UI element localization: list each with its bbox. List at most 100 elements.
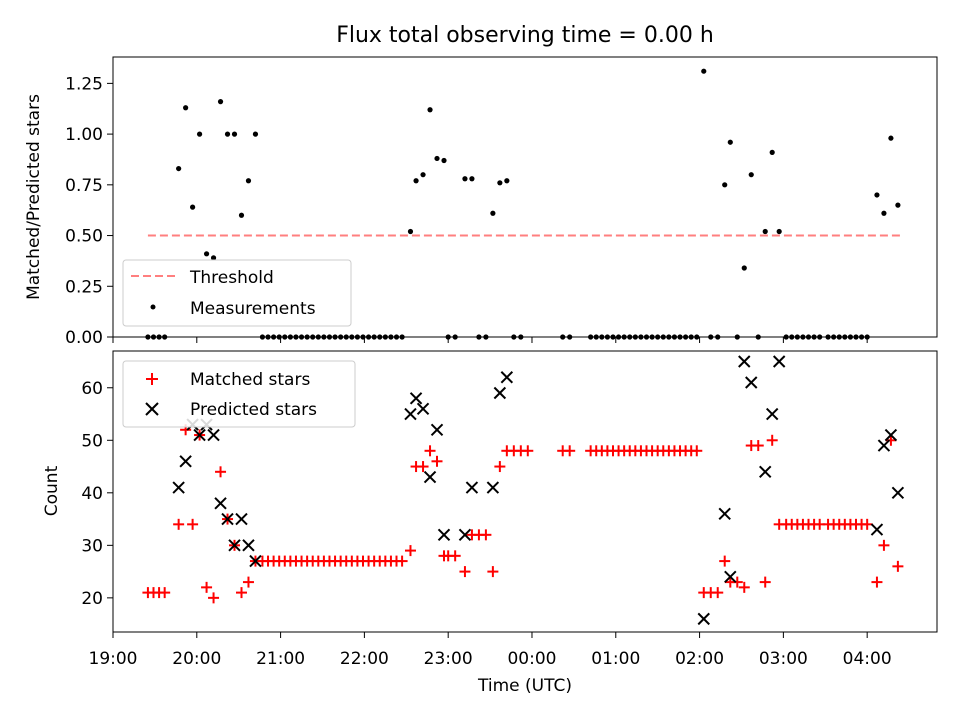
ratio-x-ticks	[112, 337, 868, 343]
matched-star-point	[712, 587, 724, 599]
measurement-point	[741, 265, 747, 271]
predicted-star-point	[416, 402, 430, 415]
matched-star-point	[480, 529, 492, 541]
predicted-star-point	[738, 355, 751, 368]
predicted-star-point	[891, 486, 905, 500]
threshold-legend-label: Threshold	[189, 268, 274, 288]
count-panel: 20 30 40 50 60 19:00 20:00 21:00 22:00 23:00 00:0…	[42, 350, 938, 696]
predicted-cross-b	[724, 570, 737, 584]
predicted-star-point	[437, 528, 451, 542]
predicted-legend-swatch	[145, 402, 159, 416]
ratio-plot-frame	[112, 56, 938, 338]
measurement-point	[407, 228, 414, 235]
count-x-tick-label: 19:00	[89, 649, 138, 669]
measurement-point	[190, 204, 196, 210]
predicted-cross-b	[745, 376, 758, 389]
matched-star-point	[494, 461, 506, 473]
ratio-y-tick-label: 1.25	[65, 74, 103, 94]
measurement-point	[769, 149, 775, 155]
predicted-cross-b	[242, 539, 255, 552]
matched-star-point	[459, 566, 471, 578]
predicted-star-point	[207, 428, 220, 442]
matched-star-point	[201, 581, 213, 593]
predicted-cross-b	[718, 507, 731, 521]
measurement-point	[762, 228, 768, 235]
count-y-tick-label: 20	[81, 589, 103, 609]
predicted-cross-b	[870, 523, 884, 536]
matched-star-point	[417, 461, 429, 473]
measurement-point	[874, 192, 880, 198]
measurement-point	[176, 165, 182, 172]
predicted-cross-b	[884, 428, 898, 442]
predicted-cross-b	[738, 355, 751, 368]
count-plot-marks	[142, 355, 905, 626]
matched-legend-swatch	[146, 373, 158, 385]
predicted-star-point	[228, 539, 241, 552]
ratio-y-tick-label: 1.00	[65, 125, 103, 145]
predicted-cross-b	[765, 407, 779, 421]
count-y-tick-label: 50	[81, 431, 103, 451]
predicted-cross-b	[772, 355, 786, 368]
ratio-y-tick-label: 0.75	[65, 176, 103, 196]
predicted-cross-b	[423, 470, 437, 484]
count-x-tick-label: 21:00	[256, 649, 305, 669]
count-x-ticks: 19:00 20:00 21:00 22:00 23:00 00:00 01:00 02:00…	[89, 632, 892, 669]
measurement-point	[217, 99, 224, 105]
measurement-point	[462, 176, 468, 182]
predicted-cross-b	[214, 497, 227, 510]
predicted-star-point	[877, 439, 891, 452]
predicted-cross-b	[172, 481, 185, 494]
measurement-point	[895, 202, 901, 208]
predicted-star-point	[221, 512, 234, 526]
ratio-plot-title: Flux total observing time = 0.00 h	[336, 23, 714, 48]
count-x-axis-label: Time (UTC)	[477, 676, 572, 696]
predicted-star-point	[765, 407, 779, 421]
measurement-point	[497, 180, 503, 186]
ratio-panel: 0.00 0.25 0.50 0.75 1.00 1.25 Flux total obse…	[24, 23, 938, 348]
count-x-tick-label: 04:00	[843, 649, 892, 669]
predicted-star-point	[486, 481, 500, 494]
predicted-star-point	[172, 481, 185, 494]
measurement-point	[434, 155, 440, 162]
count-x-tick-label: 20:00	[172, 649, 221, 669]
matched-star-point	[173, 518, 185, 530]
count-x-tick-label: 00:00	[507, 649, 556, 669]
predicted-cross-b	[416, 402, 430, 415]
matched-star-point	[242, 576, 254, 588]
predicted-cross-b	[458, 528, 472, 542]
measurement-point	[441, 157, 447, 164]
predicted-cross-b	[493, 386, 507, 400]
measurement-point	[881, 210, 887, 216]
measurement-point	[420, 172, 426, 178]
predicted-star-point	[193, 428, 206, 442]
predicted-star-point	[500, 371, 514, 384]
matched-star-point	[731, 576, 743, 588]
count-y-ticks: 20 30 40 50 60	[81, 379, 113, 609]
count-x-tick-label: 01:00	[591, 649, 640, 669]
matched-star-point	[564, 445, 576, 457]
measurement-point	[238, 212, 245, 218]
measurement-point	[183, 105, 189, 111]
matched-star-point	[487, 566, 499, 578]
matched-star-point	[738, 581, 750, 593]
predicted-star-point	[242, 539, 255, 552]
measurement-point	[210, 255, 217, 261]
matched-star-point	[449, 550, 461, 562]
count-y-tick-label: 30	[81, 536, 103, 556]
predicted-cross-b	[193, 428, 206, 442]
predicted-star-point	[884, 428, 898, 442]
predicted-star-point	[458, 528, 472, 542]
predicted-cross-b	[486, 481, 500, 494]
matched-star-point	[892, 560, 904, 572]
measurement-point	[722, 182, 728, 188]
matched-star-point	[752, 440, 764, 452]
predicted-cross-b	[207, 428, 220, 442]
matched-star-point	[878, 539, 890, 551]
predicted-star-point	[697, 612, 710, 626]
measurement-point	[203, 251, 210, 257]
matched-star-point	[719, 555, 731, 567]
predicted-star-point	[772, 355, 786, 368]
predicted-star-point	[214, 497, 227, 510]
